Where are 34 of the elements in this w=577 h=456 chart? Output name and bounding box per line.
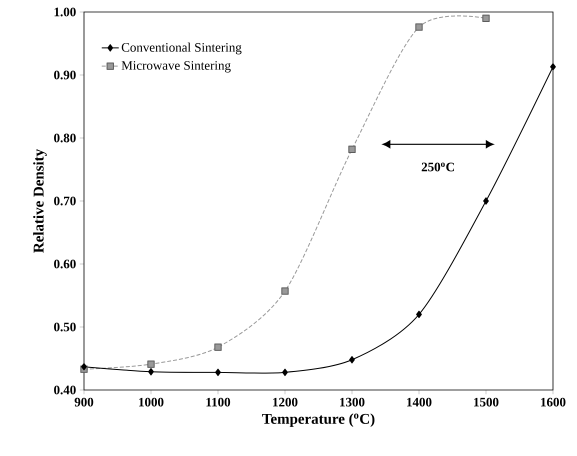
point bbox=[147, 360, 155, 368]
x-tick-label: 1000 bbox=[139, 398, 164, 407]
point bbox=[282, 368, 288, 376]
point bbox=[81, 363, 87, 370]
point bbox=[482, 14, 490, 22]
point bbox=[348, 146, 356, 154]
point bbox=[349, 356, 355, 364]
x-tick-label: 900 bbox=[74, 398, 94, 407]
legend-label: Conventional Sintering bbox=[122, 42, 242, 54]
point bbox=[215, 368, 221, 376]
legend-label: Microwave Sintering bbox=[122, 61, 231, 72]
x-tick-label: 1300 bbox=[340, 398, 364, 407]
point bbox=[415, 23, 423, 31]
x-tick-label: 1200 bbox=[273, 398, 298, 407]
point bbox=[550, 63, 556, 70]
point bbox=[148, 368, 154, 376]
point bbox=[483, 197, 489, 205]
y-tick-label: 0.90 bbox=[54, 70, 76, 80]
x-tick-label: 1600 bbox=[541, 398, 566, 407]
x-tick-label: 1500 bbox=[474, 398, 498, 407]
y-tick-label: 0.40 bbox=[54, 386, 76, 394]
annotation: 250$^{o}$C bbox=[422, 162, 454, 172]
point bbox=[416, 310, 422, 318]
x-tick-label: 1400 bbox=[407, 398, 432, 407]
y-tick-label: 1.00 bbox=[54, 8, 76, 16]
y-tick-label: 0.60 bbox=[54, 260, 76, 268]
x-tick-label: 1100 bbox=[206, 398, 230, 407]
point bbox=[214, 343, 222, 351]
y-tick-label: 0.80 bbox=[54, 134, 76, 142]
point bbox=[281, 287, 289, 295]
y-tick-label: 0.70 bbox=[54, 196, 76, 206]
y-tick-label: 0.50 bbox=[54, 322, 76, 332]
y-axis-title: Relative Density bbox=[33, 149, 47, 253]
x-axis-title: Temperature ($^{o}$C) bbox=[262, 413, 374, 427]
